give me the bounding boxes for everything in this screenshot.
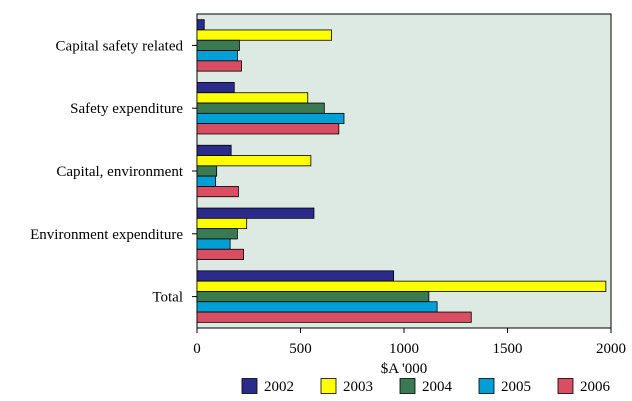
legend-label-2003: 2003 <box>343 379 373 395</box>
legend-swatch-2003 <box>320 378 337 394</box>
legend-label-2002: 2002 <box>264 379 294 395</box>
bar-2005-cat-3 <box>196 238 231 250</box>
bar-2003-cat-3 <box>196 217 248 230</box>
legend-label-2004: 2004 <box>422 379 453 395</box>
y-tick-label: Total <box>152 290 183 306</box>
bar-2004-cat-4 <box>196 291 430 303</box>
bar-2003-cat-2 <box>196 155 312 167</box>
y-tick-label: Safety expenditure <box>70 101 183 117</box>
legend-swatch-2005 <box>478 378 495 394</box>
x-tick-label: 500 <box>289 341 312 357</box>
bar-2005-cat-1 <box>196 112 345 125</box>
bar-2005-cat-4 <box>196 301 438 313</box>
bar-2006-cat-2 <box>196 186 239 198</box>
bar-2002-cat-1 <box>196 82 235 94</box>
legend-swatch-2002 <box>241 378 258 394</box>
bar-2004-cat-2 <box>196 165 218 177</box>
legend-label-2005: 2005 <box>501 379 531 395</box>
bar-2003-cat-1 <box>196 92 309 104</box>
bar-2006-cat-1 <box>196 123 340 135</box>
bar-2004-cat-3 <box>196 228 238 240</box>
bar-2002-cat-4 <box>196 270 395 282</box>
legend-swatch-2004 <box>399 378 416 394</box>
bar-2003-cat-0 <box>196 29 332 41</box>
bar-2004-cat-0 <box>196 39 240 51</box>
x-axis-label: $A '000 <box>381 361 427 377</box>
x-tick-label: 0 <box>193 341 201 357</box>
x-tick-label: 2000 <box>596 341 626 357</box>
bar-2002-cat-3 <box>196 207 315 219</box>
bar-2006-cat-4 <box>196 311 472 323</box>
bar-2006-cat-0 <box>196 60 242 72</box>
y-tick-label: Capital safety related <box>56 38 184 54</box>
legend-swatch-2006 <box>557 378 574 394</box>
bar-2005-cat-2 <box>196 175 217 187</box>
legend: 2002 2003 2004 2005 2006 <box>241 378 611 395</box>
bar-2004-cat-1 <box>196 102 325 114</box>
y-tick-label: Capital, environment <box>56 164 183 180</box>
bar-2002-cat-2 <box>196 144 232 156</box>
x-tick-label: 1500 <box>493 341 523 357</box>
bar-2005-cat-0 <box>196 50 238 62</box>
bar-2002-cat-0 <box>196 19 205 31</box>
bar-2006-cat-3 <box>196 248 244 260</box>
bar-2003-cat-4 <box>196 280 607 292</box>
x-tick-label: 1000 <box>389 341 419 357</box>
y-tick-label: Environment expenditure <box>30 227 183 243</box>
legend-label-2006: 2006 <box>580 379 611 395</box>
